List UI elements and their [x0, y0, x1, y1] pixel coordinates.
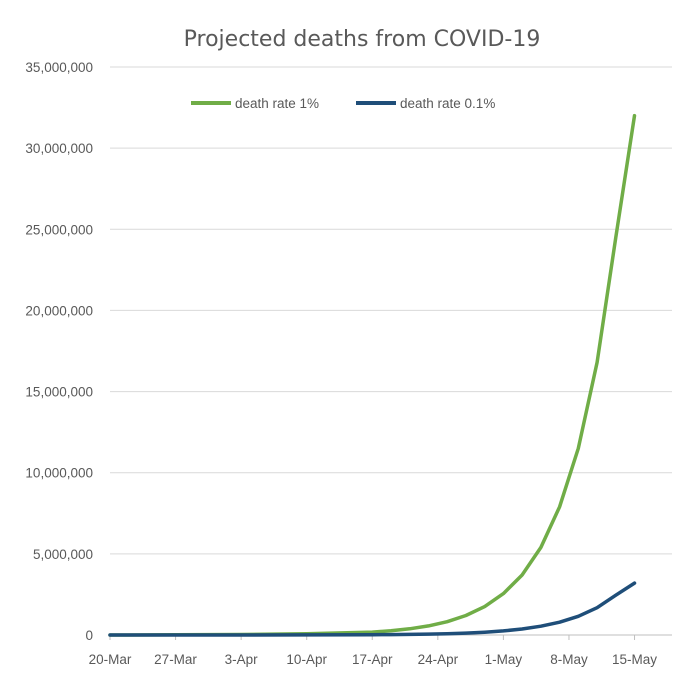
- y-tick-label: 20,000,000: [25, 303, 93, 318]
- x-tick-label: 17-Apr: [352, 652, 393, 667]
- x-tick-label: 10-Apr: [286, 652, 327, 667]
- y-tick-label: 10,000,000: [25, 466, 93, 481]
- series-line-death-rate-0-1-: [108, 581, 637, 637]
- series-line-death-rate-1-: [108, 113, 637, 637]
- series-lines: [108, 113, 637, 637]
- gridlines: [110, 66, 672, 636]
- x-tick-label: 1-May: [485, 652, 523, 667]
- legend: death rate 1% death rate 0.1%: [191, 96, 495, 111]
- legend-label-death-rate-1: death rate 1%: [235, 96, 319, 111]
- y-tick-label: 25,000,000: [25, 222, 93, 237]
- x-tick-label: 20-Mar: [89, 652, 132, 667]
- x-tick-label: 15-May: [612, 652, 657, 667]
- chart-title: Projected deaths from COVID-19: [184, 27, 541, 52]
- y-tick-label: 15,000,000: [25, 385, 93, 400]
- x-axis-labels: 20-Mar 27-Mar 3-Apr 10-Apr 17-Apr 24-Apr 1-May…: [89, 635, 657, 667]
- x-tick-label: 27-Mar: [154, 652, 197, 667]
- y-tick-label: 0: [85, 628, 93, 643]
- y-tick-label: 30,000,000: [25, 141, 93, 156]
- x-tick-label: 24-Apr: [418, 652, 459, 667]
- y-tick-label: 35,000,000: [25, 60, 93, 75]
- y-axis-labels: 0 5,000,000 10,000,000 15,000,000 20,000,000…: [25, 60, 93, 643]
- y-tick-label: 5,000,000: [33, 547, 93, 562]
- x-tick-label: 8-May: [550, 652, 588, 667]
- legend-label-death-rate-0-1: death rate 0.1%: [400, 96, 495, 111]
- x-tick-label: 3-Apr: [225, 652, 259, 667]
